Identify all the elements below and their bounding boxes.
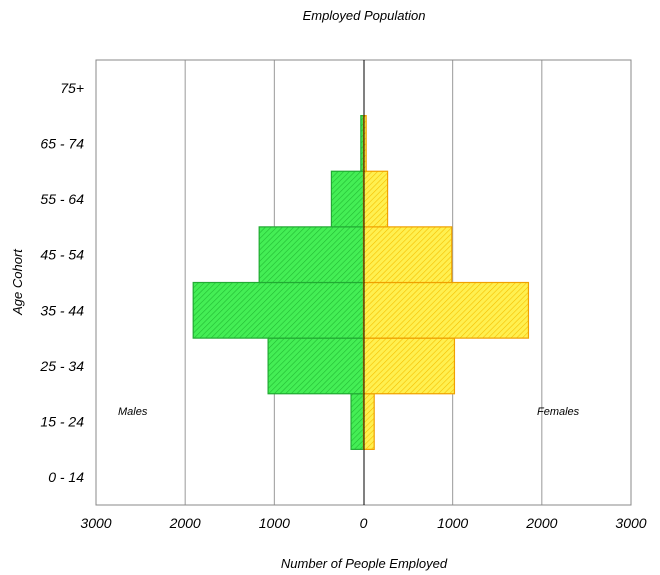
y-tick-label: 65 - 74: [40, 135, 84, 151]
y-tick-label: 75+: [60, 80, 84, 96]
y-axis-title: Age Cohort: [10, 248, 25, 316]
bar-females: [362, 337, 456, 395]
chart-title: Employed Population: [303, 8, 426, 23]
y-tick-label: 55 - 64: [40, 191, 84, 207]
y-tick-labels: 0 - 14 15 - 24 25 - 34 35 - 44 45 - 54 55 - 6…: [39, 80, 84, 485]
males-annotation: Males: [118, 406, 148, 418]
bar-females: [362, 226, 453, 284]
bar-males: [267, 337, 365, 395]
bar-females: [362, 281, 530, 339]
y-tick-label: 45 - 54: [40, 247, 84, 263]
y-tick-label: 15 - 24: [40, 414, 84, 430]
x-tick-labels: 3000 2000 1000 0 1000 2000 3000: [80, 515, 646, 531]
bar-females: [362, 170, 389, 228]
bar-females: [362, 393, 375, 450]
y-tick-label: 35 - 44: [40, 302, 84, 318]
x-axis-title: Number of People Employed: [281, 556, 448, 571]
y-tick-label: 25 - 34: [39, 358, 84, 374]
bar-males: [258, 226, 365, 284]
x-tick-label: 1000: [437, 515, 468, 531]
y-tick-label: 0 - 14: [48, 469, 84, 485]
bar-males: [330, 170, 365, 228]
x-tick-label: 2000: [525, 515, 557, 531]
bars: [192, 115, 530, 450]
x-tick-label: 1000: [259, 515, 290, 531]
x-tick-label: 2000: [169, 515, 201, 531]
bar-males: [192, 281, 365, 339]
bar-males: [350, 393, 365, 450]
x-tick-label: 3000: [80, 515, 111, 531]
x-tick-label: 3000: [615, 515, 646, 531]
x-tick-label: 0: [360, 515, 368, 531]
females-annotation: Females: [537, 406, 580, 418]
